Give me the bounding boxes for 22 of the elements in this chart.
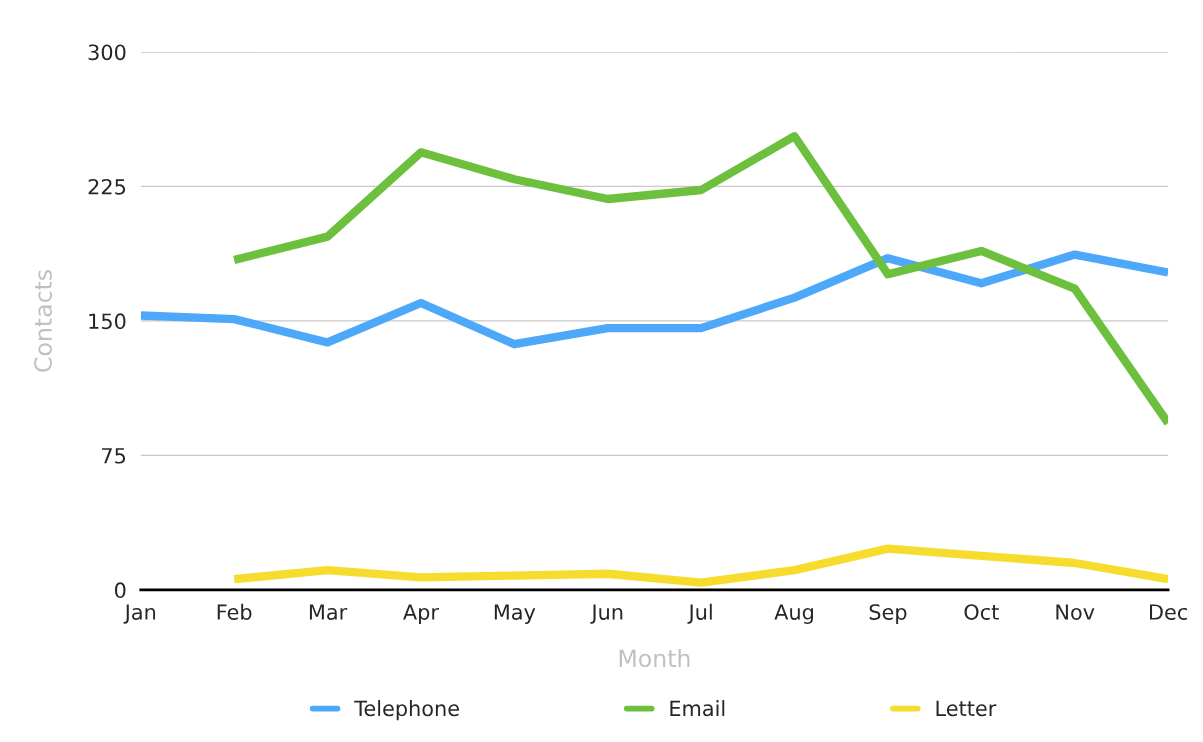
y-axis-title: Contacts <box>34 269 52 372</box>
x-tick-label: Dec <box>1150 604 1187 620</box>
x-tick-label: Apr <box>403 604 439 624</box>
y-tick-label: 150 <box>89 313 126 330</box>
y-tick-label: 0 <box>114 582 126 599</box>
x-tick-label: Jan <box>123 604 156 624</box>
x-tick-label: Jul <box>687 603 712 624</box>
x-tick-label: Jun <box>590 604 623 624</box>
x-axis-title: Month <box>619 648 690 668</box>
x-tick-label: Mar <box>309 604 348 620</box>
x-tick-label: Nov <box>1056 604 1095 620</box>
legend-label: Email <box>670 700 725 717</box>
x-tick-label: Oct <box>964 604 999 620</box>
x-tick-label: Aug <box>774 604 813 624</box>
y-tick-label: 75 <box>102 448 126 464</box>
x-tick-label: Sep <box>869 604 907 624</box>
x-tick-label: Feb <box>217 603 252 620</box>
y-tick-label: 300 <box>88 44 126 61</box>
x-tick-label: May <box>494 604 536 624</box>
legend-label: Letter <box>936 700 997 717</box>
y-tick-label: 225 <box>88 178 126 195</box>
legend-label: Telephone <box>354 700 459 721</box>
